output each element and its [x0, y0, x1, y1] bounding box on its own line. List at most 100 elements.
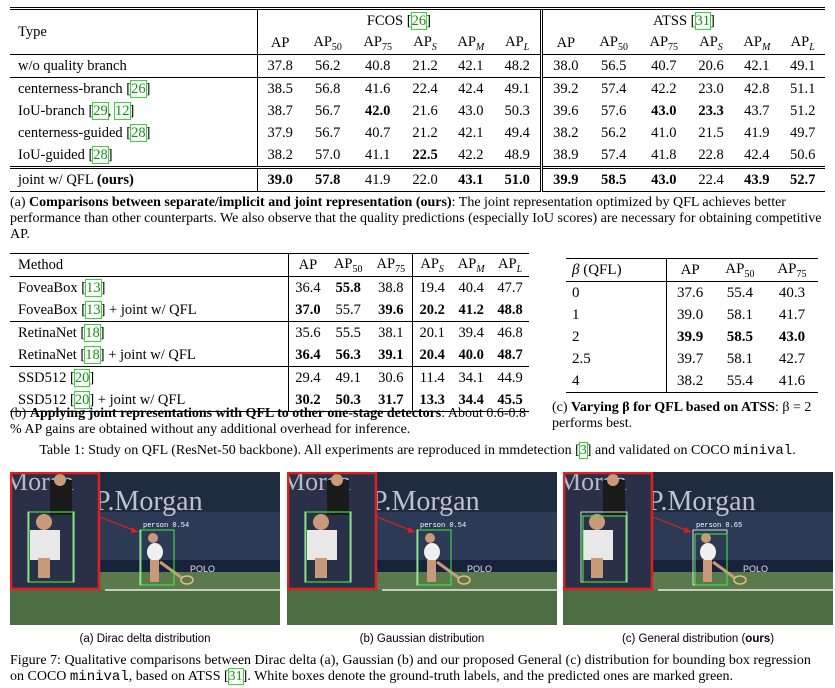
cell-value: 42.7 [778, 350, 806, 367]
cell-value: 46.8 [491, 321, 529, 344]
row-label: SSD512 [20] + joint w/ QFL [10, 389, 289, 412]
cell-value: 38.0 [540, 54, 589, 78]
cell-value: 42.0 [365, 102, 391, 119]
cell-value: 38.2 [666, 370, 714, 393]
cell-value: 43.0 [778, 328, 806, 345]
cell-value: 20.6 [698, 57, 724, 74]
table-row: IoU-guided [28] 38.2 57.0 41.1 22.5 42.2 48.9 3… [10, 144, 825, 168]
table-row: joint w/ QFL (ours) 39.0 57.8 41.9 22.0 43.1 5… [10, 166, 825, 192]
row-label: centerness-branch [26] [10, 77, 258, 100]
cell-value: 41.6 [765, 370, 818, 393]
cell-value: 38.2 [540, 122, 589, 144]
row-label: IoU-guided [28] [18, 145, 113, 164]
cell-value: 58.1 [726, 306, 753, 323]
cell-value: 23.3 [698, 102, 724, 119]
metric-header: AP50 [588, 32, 639, 55]
cell-value: 56.7 [314, 124, 341, 141]
cell-value: 55.7 [335, 301, 361, 318]
cell-value: 21.2 [412, 124, 438, 141]
figure-panel-image: P.Morgan POLO person 0.65 Morga [563, 472, 833, 625]
table-row: 0 37.6 55.4 40.3 [566, 281, 818, 304]
metric-header: AP [666, 258, 714, 282]
table-row: 1 39.0 58.1 41.7 [566, 304, 818, 326]
cell-value: 48.9 [504, 146, 530, 163]
cell-value: 42.1 [744, 57, 770, 74]
cell-value: 39.1 [378, 346, 404, 363]
metric-header: APS [412, 253, 452, 277]
cell-value: 20.2 [412, 299, 452, 322]
cell-value: 49.1 [790, 57, 816, 74]
cell-value: 42.1 [458, 57, 484, 74]
cell-value: 39.2 [540, 77, 589, 100]
table-row: centerness-branch [26] 38.5 56.8 41.6 22.4 42… [10, 77, 825, 100]
cell-value: 57.0 [314, 146, 341, 163]
metric-header: APM [447, 32, 495, 55]
table-row: 2 39.9 58.5 43.0 [566, 326, 818, 348]
cell-value: 48.8 [497, 301, 523, 318]
header-beta: β (QFL) [566, 258, 667, 282]
cell-value: 22.4 [402, 77, 448, 100]
metric-header: APL [491, 253, 529, 277]
cell-value: 34.4 [451, 389, 492, 412]
cell-value: 29.4 [287, 366, 327, 389]
cell-value: 48.2 [504, 57, 530, 74]
row-label: 0 [566, 281, 667, 304]
cell-value: 56.5 [601, 57, 627, 74]
cell-value: 43.0 [651, 102, 677, 119]
cell-value: 21.2 [412, 57, 438, 74]
row-label: joint w/ QFL (ours) [10, 166, 258, 192]
cell-value: 13.3 [412, 389, 452, 412]
cell-value: 11.4 [412, 366, 452, 389]
table-row: 2.5 39.7 58.1 42.7 [566, 348, 818, 370]
cell-value: 36.4 [287, 276, 327, 299]
cell-value: 40.8 [365, 57, 391, 74]
cell-value: 50.3 [326, 389, 370, 412]
metric-header: APM [733, 32, 781, 55]
cell-value: 20.4 [412, 344, 452, 367]
cell-value: 41.1 [365, 146, 391, 163]
svg-text:POLO: POLO [467, 564, 492, 574]
cell-value: 42.4 [744, 146, 770, 163]
cell-value: 56.8 [302, 77, 353, 100]
cell-value: 51.2 [790, 102, 816, 119]
cell-value: 57.8 [302, 166, 353, 192]
metric-header: AP75 [638, 32, 689, 55]
table-row: centerness-guided [28] 37.9 56.7 40.7 21.2 42… [10, 122, 825, 144]
table-1b-caption: (b) Applying joint representations with … [10, 406, 527, 437]
cell-value: 38.8 [378, 279, 404, 296]
cell-value: 49.1 [326, 366, 370, 389]
cell-value: 22.4 [688, 166, 734, 192]
panel-b-label: (b) Gaussian distribution [359, 633, 485, 645]
cell-value: 30.2 [287, 389, 327, 412]
cell-value: 50.3 [504, 102, 530, 119]
figure-7-caption: Figure 7: Qualitative comparisons betwee… [10, 653, 811, 685]
cell-value: 39.9 [540, 166, 589, 192]
table-1c-caption: (c) Varying β for QFL based on ATSS: β =… [552, 400, 812, 431]
cell-value: 42.8 [733, 77, 781, 100]
row-label: 1 [566, 304, 667, 326]
cell-value: 52.7 [780, 166, 825, 192]
cell-value: 38.9 [540, 144, 589, 168]
metric-header: AP [540, 32, 589, 55]
svg-text:P.Morgan: P.Morgan [648, 486, 756, 517]
cell-value: 19.4 [412, 276, 452, 299]
cell-value: 21.6 [412, 102, 438, 119]
figure-panel-image: P.Morgan POLO person 0.54 Morga [10, 472, 280, 625]
table-row: 4 38.2 55.4 41.6 [566, 370, 818, 393]
cell-value: 55.8 [335, 279, 361, 296]
cell-value: 55.4 [713, 370, 766, 393]
table-1c: β (QFL) AP AP50 AP75 0 37.6 55.4 40.3 1 39.0 58.1… [566, 258, 818, 393]
cell-value: 41.0 [651, 124, 677, 141]
table-row: w/o quality branch 37.8 56.2 40.8 21.2 42.1 48… [10, 54, 825, 78]
cell-value: 51.0 [494, 166, 542, 192]
cell-value: 39.6 [378, 301, 404, 318]
cell-value: 41.6 [352, 77, 403, 100]
row-label: RetinaNet [18] [10, 321, 289, 344]
cell-value: 37.0 [287, 299, 327, 322]
cell-value: 55.4 [726, 284, 753, 301]
cell-value: 37.9 [256, 122, 303, 144]
cell-value: 39.0 [677, 306, 704, 323]
table-1b: Method AP AP50 AP75 APS APM APL FoveaBox [13] 3… [10, 253, 529, 412]
cell-value: 22.5 [412, 146, 438, 163]
panel-c-label: (c) General distribution (ours) [621, 633, 775, 645]
